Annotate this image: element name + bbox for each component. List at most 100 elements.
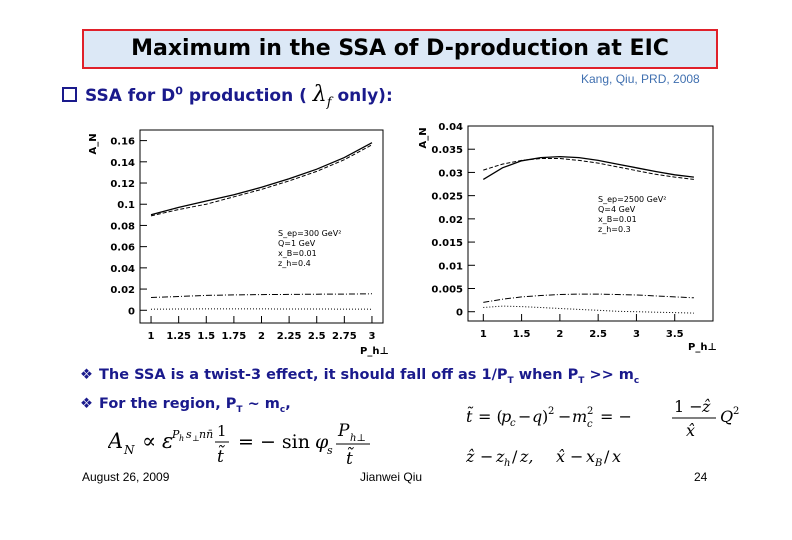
svg-text:x̂: x̂ xyxy=(556,447,565,466)
svg-text:t̃: t̃ xyxy=(346,447,354,469)
y-tick-label: 0.04 xyxy=(110,264,135,275)
svg-text:h⊥: h⊥ xyxy=(350,433,366,444)
subtitle-sup: 0 xyxy=(175,84,183,98)
svg-text:ẑ: ẑ xyxy=(701,397,711,416)
svg-text:z: z xyxy=(495,447,505,466)
y-tick-label: 0.025 xyxy=(431,192,463,203)
plot-frame xyxy=(467,125,714,322)
x-tick-label: 2 xyxy=(258,331,265,342)
bullet-2: ❖ For the region, PT ~ mc, xyxy=(80,396,291,415)
annotation-line: Q=1 GeV xyxy=(278,239,316,248)
svg-text:p: p xyxy=(501,407,511,426)
subtitle-line: SSA for D0 production ( λf only): xyxy=(62,82,393,110)
svg-text:2: 2 xyxy=(548,406,554,417)
x-tick-label: 2 xyxy=(556,329,563,340)
bullet-1: ❖ The SSA is a twist-3 effect, it should … xyxy=(80,367,640,386)
series-line-dashdot xyxy=(483,293,694,303)
svg-text:Q: Q xyxy=(720,407,733,426)
x-tick-label: 1.5 xyxy=(513,329,531,340)
y-tick-label: 0.005 xyxy=(431,285,463,296)
svg-text:−: − xyxy=(518,407,531,426)
svg-text:s: s xyxy=(186,428,192,441)
y-tick-label: 0.015 xyxy=(431,238,463,249)
annotation-line: Q=4 GeV xyxy=(598,205,636,214)
annotation-line: S_ep=2500 GeV² xyxy=(598,195,666,204)
svg-text:= − sin: = − sin xyxy=(238,431,310,453)
annotation-line: x_B=0.01 xyxy=(278,249,317,258)
svg-text:/: / xyxy=(512,447,518,466)
svg-text:= −: = − xyxy=(600,407,632,426)
svg-text:x̂: x̂ xyxy=(686,421,695,440)
series-line-dashed xyxy=(150,144,373,217)
svg-text:t̃: t̃ xyxy=(466,406,474,426)
x-tick-label: 2.25 xyxy=(277,331,302,342)
annotation-line: z_h=0.3 xyxy=(598,225,631,234)
y-tick-label: 0.1 xyxy=(117,200,135,211)
annotation-line: S_ep=300 GeV² xyxy=(278,229,341,238)
series-line-dotted xyxy=(483,305,694,314)
x-tick-label: 3 xyxy=(633,329,640,340)
square-bullet-icon xyxy=(62,87,77,102)
y-tick-label: 0 xyxy=(128,306,135,317)
svg-text:x: x xyxy=(586,447,595,466)
svg-text:h: h xyxy=(504,458,510,469)
svg-text:m: m xyxy=(572,407,587,426)
chart-right: 0.04 0.035 0.03 0.025 0.02 0.015 0.01 0.005 0 1 1.… xyxy=(418,122,717,353)
annotation-line: x_B=0.01 xyxy=(598,215,637,224)
svg-text:h: h xyxy=(179,434,184,443)
subtitle-prefix: SSA for D xyxy=(85,86,176,106)
footer-author: Jianwei Qiu xyxy=(360,470,423,484)
y-tick-label: 0.12 xyxy=(110,179,135,190)
svg-text:/: / xyxy=(604,447,610,466)
x-tick-label: 1.25 xyxy=(166,331,191,342)
svg-text:2: 2 xyxy=(733,406,739,417)
y-tick-label: 0.14 xyxy=(110,158,135,169)
svg-text:−: − xyxy=(480,447,493,466)
svg-text:N: N xyxy=(123,443,135,457)
svg-text:P: P xyxy=(337,421,350,441)
svg-text:2: 2 xyxy=(587,406,593,417)
diamond-bullet-icon: ❖ xyxy=(80,367,93,383)
diamond-bullet-icon: ❖ xyxy=(80,396,93,412)
x-tick-label: 1 xyxy=(480,329,487,340)
y-tick-label: 0.01 xyxy=(438,261,463,272)
svg-text:P: P xyxy=(171,428,180,441)
x-tick-label: 3 xyxy=(368,331,375,342)
svg-text:φ: φ xyxy=(315,431,329,453)
annotation-line: z_h=0.4 xyxy=(278,259,311,268)
subtitle-suffix: only): xyxy=(331,86,393,106)
y-tick-label: 0.08 xyxy=(110,221,135,232)
series-line-dashed xyxy=(483,158,694,180)
x-axis-label: P_h⊥ xyxy=(688,342,717,353)
lambda-symbol: λf xyxy=(312,82,332,111)
svg-text:c: c xyxy=(587,419,593,430)
svg-text:ε: ε xyxy=(162,429,173,453)
x-tick-label: 2.5 xyxy=(308,331,326,342)
svg-text:c: c xyxy=(510,418,516,429)
svg-text:q: q xyxy=(532,407,542,426)
svg-text:ẑ: ẑ xyxy=(466,447,475,466)
svg-text:−: − xyxy=(570,447,583,466)
series-line-dashdot xyxy=(150,293,373,298)
svg-text:1 −: 1 − xyxy=(674,397,703,416)
y-tick-label: 0.06 xyxy=(110,243,135,254)
formula-right: t̃ = ( p c − q ) 2 − m 2 c = − 1 − ẑ x̂ … xyxy=(466,397,739,469)
svg-text:s: s xyxy=(327,444,333,457)
svg-text:= (: = ( xyxy=(478,407,503,426)
y-axis-label: A_N xyxy=(88,133,99,154)
subtitle-middle: production ( xyxy=(182,86,313,106)
svg-text:∝: ∝ xyxy=(142,429,156,453)
x-tick-label: 2.5 xyxy=(589,329,607,340)
footer-date: August 26, 2009 xyxy=(82,470,170,484)
footer-page-number: 24 xyxy=(694,470,708,484)
svg-text:A: A xyxy=(108,429,123,453)
chart-left: 0.16 0.14 0.12 0.1 0.08 0.06 0.04 0.02 0 1 1.25 1.5… xyxy=(88,129,389,357)
y-tick-label: 0.02 xyxy=(438,215,463,226)
x-tick-label: 3.5 xyxy=(666,329,684,340)
x-tick-label: 1.5 xyxy=(197,331,215,342)
y-tick-label: 0.04 xyxy=(438,122,463,133)
y-tick-label: 0.16 xyxy=(110,137,135,148)
